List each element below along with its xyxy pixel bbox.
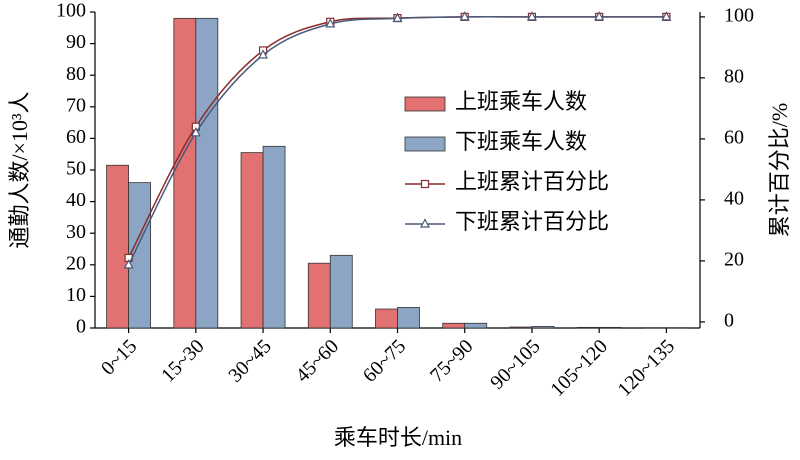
x-tick-label: 75~90 [426, 335, 477, 386]
y2-tick-label: 40 [724, 187, 744, 209]
legend-label: 上班累计百分比 [455, 169, 609, 194]
y2-tick-label: 60 [724, 126, 744, 148]
x-tick-label: 45~60 [292, 335, 343, 386]
y-tick-label: 100 [56, 0, 86, 22]
line-marker [661, 11, 672, 21]
line-marker [325, 18, 336, 28]
line-marker [594, 11, 605, 21]
y-tick-label: 10 [66, 284, 86, 306]
bar [375, 308, 398, 329]
bar [464, 322, 488, 329]
line-marker [258, 49, 269, 59]
bar [329, 254, 353, 329]
line-marker [190, 127, 201, 137]
bar [173, 17, 197, 329]
y-axis-title: 通勤人数/×10³人 [7, 91, 32, 248]
y-tick-label: 90 [66, 31, 86, 53]
x-tick-label: 90~105 [486, 335, 545, 394]
bar [262, 145, 286, 329]
legend-label: 下班乘车人数 [455, 129, 587, 154]
bar [442, 322, 466, 329]
line-marker [123, 259, 134, 269]
y2-tick-label: 100 [724, 4, 754, 26]
legend-label: 上班乘车人数 [455, 89, 587, 114]
line-marker [459, 11, 470, 21]
bar [531, 326, 555, 329]
bar [598, 326, 622, 329]
y-tick-label: 50 [66, 158, 86, 180]
line-marker [526, 11, 537, 21]
line-marker [392, 12, 403, 23]
x-tick-label: 60~75 [359, 335, 410, 386]
y-tick-label: 0 [76, 316, 86, 338]
y-tick-label: 80 [66, 63, 86, 85]
y2-axis-title: 累计百分比/% [767, 103, 792, 237]
line-marker [420, 218, 430, 228]
x-tick-label: 120~135 [614, 335, 680, 401]
bar [509, 326, 533, 329]
x-tick-label: 30~45 [224, 335, 275, 386]
legend-swatch [404, 136, 446, 152]
y-tick-label: 40 [66, 189, 86, 211]
legend-label: 下班累计百分比 [455, 209, 609, 234]
y-tick-label: 20 [66, 252, 86, 274]
bar [106, 164, 130, 329]
x-tick-label: 105~120 [546, 335, 612, 401]
bar [397, 307, 420, 329]
x-tick-label: 0~15 [97, 335, 141, 379]
y-tick-label: 60 [66, 126, 86, 148]
bar [195, 17, 219, 329]
y2-tick-label: 0 [724, 309, 734, 331]
x-axis-title: 乘车时长/min [334, 425, 462, 450]
y2-tick-label: 80 [724, 65, 744, 87]
y-tick-label: 30 [66, 221, 86, 243]
bar [576, 326, 600, 329]
bar [307, 262, 331, 329]
x-tick-label: 15~30 [157, 335, 208, 386]
y2-tick-label: 20 [724, 248, 744, 270]
bar [240, 152, 264, 329]
line-marker [420, 179, 430, 189]
y-tick-label: 70 [66, 94, 86, 116]
legend-swatch [404, 96, 446, 112]
